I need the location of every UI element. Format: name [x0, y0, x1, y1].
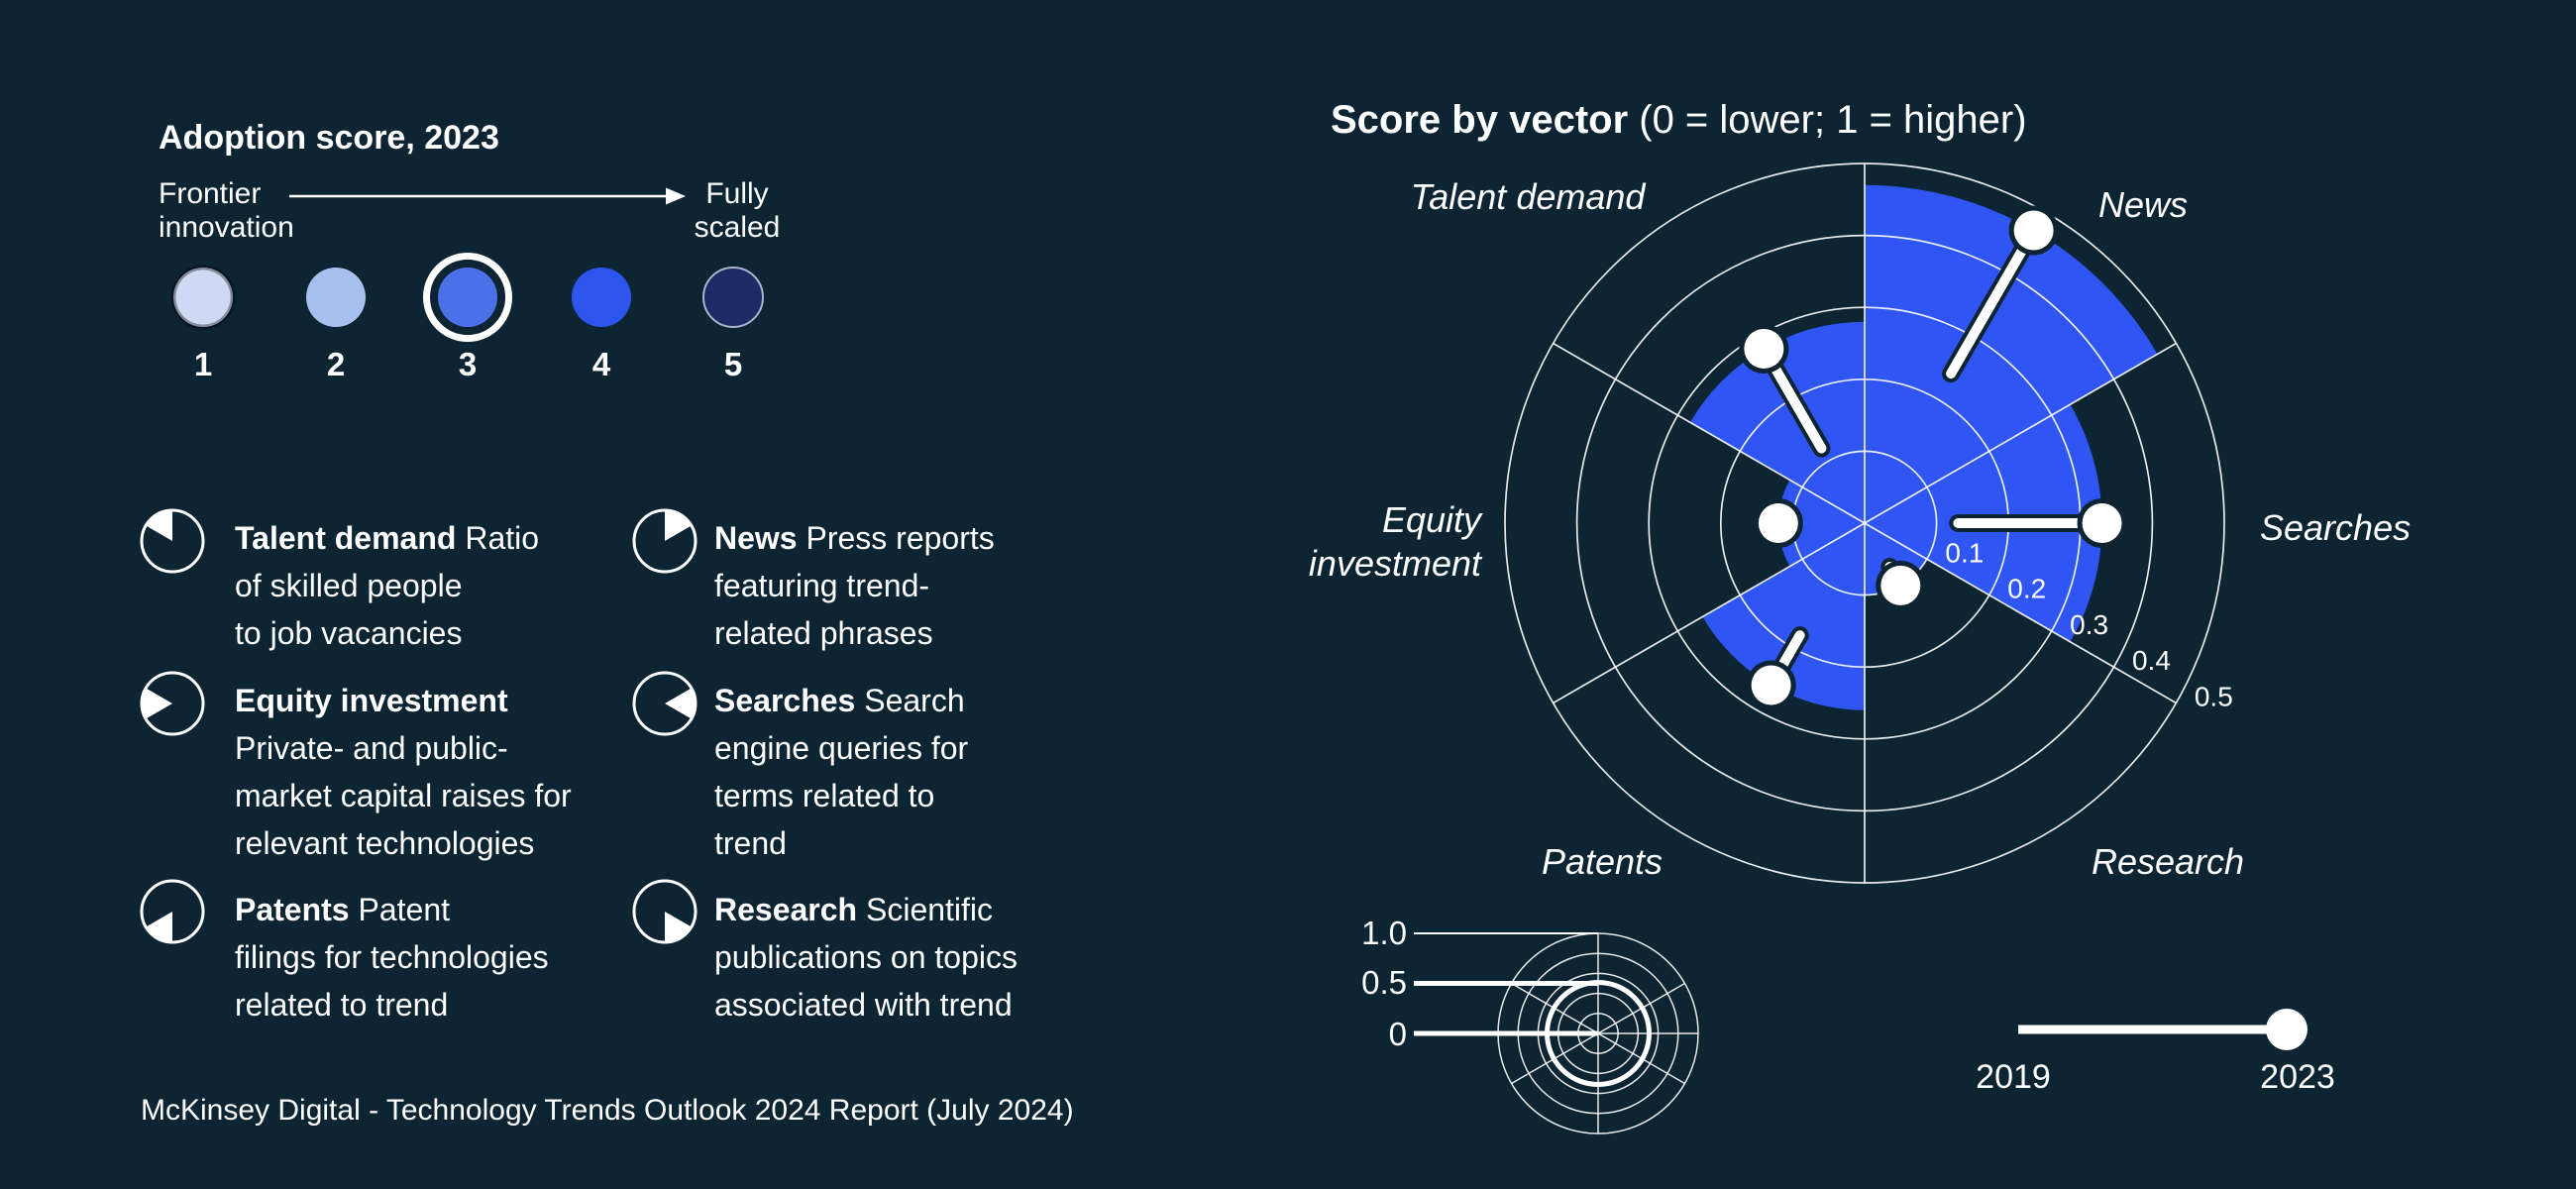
adoption-legend-title: Adoption score, 2023 [159, 119, 499, 157]
chart-title: Score by vector (0 = lower; 1 = higher) [1331, 94, 2027, 146]
adoption-score-number-3: 3 [458, 346, 478, 382]
definition-talent-demand: Talent demand Ratio of skilled people to… [235, 520, 540, 651]
sector-label-news: News [2097, 184, 2189, 225]
score-2023-dot-news [2013, 210, 2054, 251]
adoption-score-number-2: 2 [326, 346, 346, 382]
definition-research: Research Scientific publications on topi… [714, 892, 1018, 1023]
ring-tick-label-0.4: 0.4 [2132, 645, 2171, 676]
definition-term-searches: Searches [714, 683, 856, 718]
change-line-news [1946, 225, 2039, 379]
ring-tick-label-0.2: 0.2 [2007, 574, 2046, 604]
definition-term-patents: Patents [235, 892, 350, 927]
sector-label-talent-demand: Talent demand [1410, 176, 1646, 217]
grid-spoke-120 [1864, 522, 2177, 704]
pie-sector-talent-demand-icon-wedge [146, 510, 172, 541]
adoption-score-number-1: 1 [193, 346, 213, 382]
adoption-score-selected-ring [423, 253, 512, 342]
sector-label-searches: Searches [2260, 507, 2412, 548]
definition-news: News Press reports featuring trend- rela… [714, 520, 995, 651]
scale-legend-label-1: 1.0 [1361, 915, 1407, 951]
pie-sector-searches-icon [632, 671, 698, 736]
adoption-score-number-5: 5 [723, 346, 743, 382]
chart-title-subtitle: (0 = lower; 1 = higher) [1628, 98, 2027, 142]
definition-patents: Patents Patent filings for technologies … [235, 892, 549, 1023]
adoption-score-circle-5 [702, 267, 764, 328]
score-2023-dot-patents [1751, 665, 1791, 705]
adoption-score-circle-2 [306, 268, 366, 327]
pie-sector-news-icon-wedge [665, 510, 692, 541]
ring-tick-label-0.5: 0.5 [2195, 682, 2233, 712]
score-2023-dot-equity-investment [1758, 503, 1798, 543]
adoption-score-number-4: 4 [591, 346, 611, 382]
period-end-label: 2023 [2260, 1058, 2335, 1096]
definition-term-talent-demand: Talent demand [235, 520, 457, 556]
scale-legend-spoke-120 [1597, 1032, 1685, 1085]
ring-tick-label-0.3: 0.3 [2070, 609, 2108, 640]
pie-sector-equity-investment-icon [140, 671, 205, 736]
adoption-score-circle-4 [572, 268, 631, 327]
vector-wedge-patents [1702, 523, 1865, 710]
grid-spoke-60 [1864, 342, 2177, 524]
scale-legend-label-0: 0 [1388, 1016, 1407, 1052]
ring-tick-label-0.1: 0.1 [1945, 537, 1984, 568]
chart-title-main: Score by vector [1331, 98, 1629, 142]
sector-label-research: Research [2091, 841, 2245, 882]
adoption-score-circle-3 [438, 268, 497, 327]
sector-label-patents: Patents [1541, 841, 1664, 882]
scale-legend-spoke-300 [1511, 982, 1599, 1034]
score-2023-dot-searches [2082, 503, 2122, 543]
scale-legend-spoke-60 [1597, 982, 1685, 1034]
scale-legend-label-05: 0.5 [1361, 964, 1407, 1001]
vector-wedge-news [1865, 184, 2158, 524]
vector-wedge-equity-investment [1777, 480, 1865, 567]
period-legend-dot [2266, 1009, 2308, 1050]
period-start-label: 2019 [1976, 1058, 2051, 1096]
score-2023-dot-talent-demand [1744, 328, 1784, 369]
grid-spoke-300 [1553, 342, 1866, 524]
adoption-scale-arrow-head-icon [666, 187, 686, 205]
source-credit: McKinsey Digital - Technology Trends Out… [141, 1094, 1074, 1127]
adoption-score-circle-1 [170, 265, 236, 330]
definition-term-news: News [714, 520, 798, 556]
pie-sector-research-icon-wedge [665, 912, 692, 942]
definition-term-equity-investment: Equity investment [235, 683, 508, 718]
pie-sector-patents-icon-wedge [146, 912, 172, 942]
vector-wedge-talent-demand [1690, 321, 1865, 523]
scale-legend-spoke-240 [1511, 1032, 1599, 1085]
definition-equity-investment: Equity investment Private- and public- m… [235, 683, 572, 861]
definition-searches: Searches Search engine queries for terms… [714, 683, 969, 861]
definition-term-research: Research [714, 892, 858, 927]
adoption-scale-right-label: Fully scaled [694, 177, 781, 244]
grid-spoke-240 [1553, 522, 1866, 704]
pie-sector-equity-investment-icon-wedge [142, 688, 172, 719]
sector-label-equity-investment: Equity investment [1308, 499, 1481, 584]
pie-sector-searches-icon-wedge [665, 688, 696, 719]
adoption-scale-left-label: Frontier innovation [159, 177, 294, 244]
score-2023-dot-research [1880, 565, 1921, 605]
